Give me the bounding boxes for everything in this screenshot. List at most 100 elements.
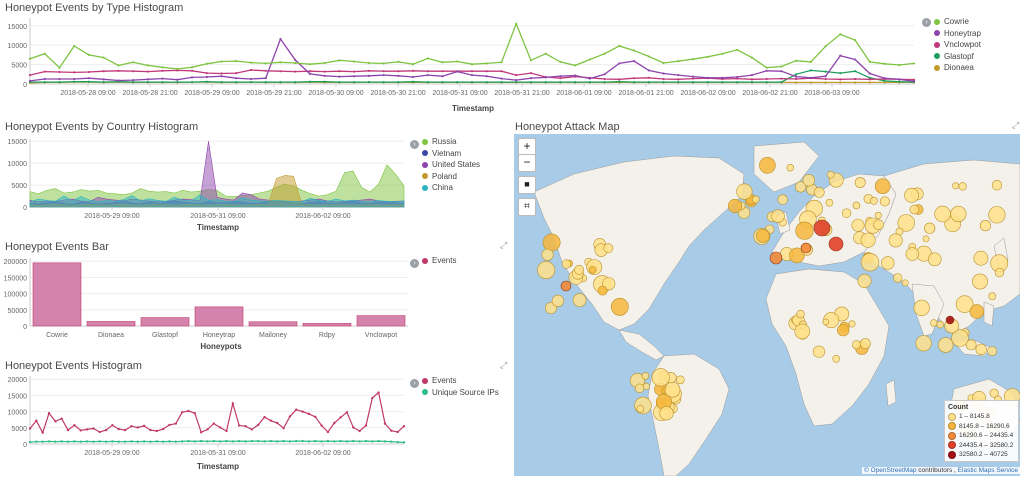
- data-point[interactable]: [338, 59, 341, 62]
- map-marker[interactable]: [881, 256, 895, 270]
- data-point[interactable]: [168, 440, 171, 443]
- data-point[interactable]: [295, 408, 298, 411]
- data-point[interactable]: [294, 80, 297, 84]
- map-marker[interactable]: [952, 182, 959, 190]
- data-point[interactable]: [338, 75, 341, 78]
- data-point[interactable]: [43, 80, 46, 84]
- data-point[interactable]: [691, 77, 695, 80]
- data-point[interactable]: [199, 439, 203, 443]
- data-point[interactable]: [220, 75, 223, 78]
- map-marker[interactable]: [610, 297, 629, 316]
- data-point[interactable]: [235, 77, 238, 80]
- data-point[interactable]: [574, 80, 577, 84]
- data-point[interactable]: [839, 33, 842, 36]
- data-point[interactable]: [397, 74, 400, 77]
- data-point[interactable]: [85, 428, 89, 431]
- data-point[interactable]: [736, 75, 739, 79]
- data-point[interactable]: [500, 80, 503, 84]
- data-point[interactable]: [187, 409, 190, 413]
- data-point[interactable]: [218, 440, 222, 443]
- data-point[interactable]: [320, 440, 323, 443]
- data-point[interactable]: [371, 396, 374, 400]
- data-point[interactable]: [383, 422, 387, 425]
- data-point[interactable]: [721, 80, 724, 84]
- data-point[interactable]: [205, 62, 208, 65]
- data-point[interactable]: [85, 440, 89, 443]
- data-point[interactable]: [73, 44, 76, 48]
- data-point[interactable]: [382, 62, 385, 65]
- data-point[interactable]: [307, 412, 311, 416]
- data-point[interactable]: [66, 428, 70, 432]
- data-point[interactable]: [28, 73, 32, 77]
- data-point[interactable]: [43, 52, 46, 55]
- data-point[interactable]: [382, 70, 385, 73]
- data-point[interactable]: [155, 440, 158, 443]
- data-point[interactable]: [868, 60, 871, 63]
- map-marker[interactable]: [979, 219, 992, 232]
- data-point[interactable]: [326, 439, 330, 443]
- data-point[interactable]: [98, 430, 101, 434]
- data-point[interactable]: [411, 75, 415, 79]
- data-point[interactable]: [323, 70, 326, 73]
- data-point[interactable]: [883, 81, 886, 84]
- map-marker[interactable]: [825, 198, 834, 207]
- data-point[interactable]: [529, 80, 533, 84]
- bar-cowrie[interactable]: [32, 262, 82, 327]
- data-point[interactable]: [257, 423, 260, 427]
- data-point[interactable]: [117, 427, 120, 431]
- data-point[interactable]: [456, 60, 459, 63]
- data-point[interactable]: [765, 69, 768, 72]
- data-point[interactable]: [220, 72, 223, 75]
- map-marker[interactable]: [751, 195, 760, 204]
- data-point[interactable]: [193, 440, 197, 443]
- data-point[interactable]: [353, 75, 356, 78]
- map-marker[interactable]: [756, 229, 770, 243]
- data-point[interactable]: [382, 80, 385, 84]
- data-point[interactable]: [824, 45, 827, 48]
- expand-icon[interactable]: ⤢: [1012, 120, 1020, 130]
- map-marker[interactable]: [603, 243, 614, 254]
- data-point[interactable]: [402, 424, 406, 428]
- data-point[interactable]: [853, 58, 857, 61]
- data-point[interactable]: [706, 55, 709, 58]
- map-marker[interactable]: [837, 324, 850, 337]
- map-marker[interactable]: [857, 273, 872, 288]
- data-point[interactable]: [142, 440, 146, 443]
- map-marker[interactable]: [938, 337, 954, 353]
- legend-item[interactable]: Events: [422, 375, 499, 387]
- data-point[interactable]: [706, 76, 709, 79]
- expand-icon[interactable]: ⤢: [500, 360, 508, 370]
- data-point[interactable]: [662, 77, 665, 81]
- data-point[interactable]: [898, 78, 901, 81]
- data-point[interactable]: [244, 424, 247, 428]
- data-point[interactable]: [149, 428, 152, 432]
- series-line-cowrie[interactable]: [29, 22, 915, 70]
- data-point[interactable]: [647, 76, 650, 79]
- data-point[interactable]: [73, 71, 76, 74]
- map-marker[interactable]: [551, 294, 565, 307]
- data-point[interactable]: [193, 412, 197, 415]
- data-point[interactable]: [269, 439, 273, 443]
- data-point[interactable]: [314, 415, 317, 418]
- data-point[interactable]: [58, 70, 61, 74]
- data-point[interactable]: [220, 80, 223, 84]
- map-marker[interactable]: [987, 346, 998, 356]
- data-point[interactable]: [231, 402, 235, 405]
- data-point[interactable]: [364, 439, 368, 443]
- data-point[interactable]: [559, 75, 562, 78]
- data-point[interactable]: [161, 66, 164, 69]
- data-point[interactable]: [294, 61, 297, 65]
- map-marker-hot[interactable]: [813, 219, 831, 237]
- data-point[interactable]: [117, 64, 120, 67]
- map-marker[interactable]: [895, 227, 904, 236]
- map-marker-hot[interactable]: [945, 315, 955, 325]
- data-point[interactable]: [662, 61, 665, 65]
- data-point[interactable]: [326, 430, 330, 434]
- legend-item[interactable]: Glastopf: [934, 51, 981, 63]
- data-point[interactable]: [174, 440, 177, 443]
- data-point[interactable]: [588, 80, 591, 84]
- data-point[interactable]: [371, 440, 374, 443]
- map-marker[interactable]: [972, 273, 988, 290]
- data-point[interactable]: [136, 426, 139, 429]
- legend-item[interactable]: China: [422, 182, 480, 194]
